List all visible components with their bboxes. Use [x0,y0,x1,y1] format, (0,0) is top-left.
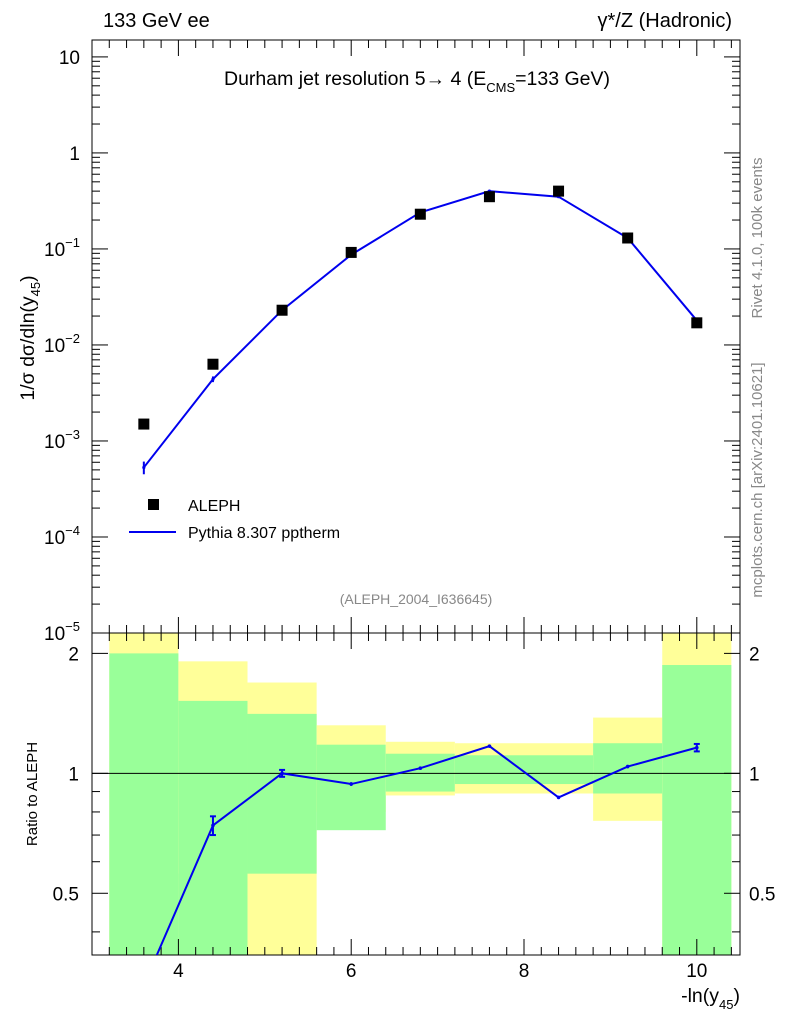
ratio-point [280,771,284,776]
uncertainty-bands [109,633,732,955]
ratio-y-tick-label: 0.5 [53,884,79,905]
series-line-pythia [143,190,698,469]
y-tick-label: 10−3 [44,427,80,453]
ratio-point [349,782,354,786]
y-tick-label: 10−2 [44,331,80,357]
ratio-y-tick-label-right: 0.5 [749,884,775,905]
pythia-point [142,465,146,470]
ratio-y-tick-label: 2 [68,644,79,665]
ratio-point [211,823,215,828]
rivet-version-label: Rivet 4.1.0, 100k events [749,158,766,319]
main-plot-frame [91,39,741,634]
ratio-plot-ticks [92,633,740,955]
ratio-plot: 0.5 0.5 1 1 2 2 4 6 8 10 Ratio to ALEPH -ln(y45) [24,632,775,1012]
ratio-point [487,744,492,748]
aleph-point [553,185,565,197]
x-axis-label: -ln(y45) [681,985,740,1012]
y-tick-label: 10−5 [44,619,80,645]
ratio-series [155,742,700,955]
ratio-point [556,795,561,800]
legend: ALEPH Pythia 8.307 pptherm [129,498,340,542]
pythia-point [211,377,215,381]
main-plot: 10 1 10−1 10−2 10−3 10−4 10−5 Durham jet resol… [17,39,741,645]
ratio-y-tick-label-right: 1 [749,764,760,785]
aleph-point [276,304,288,316]
band-green [454,755,524,785]
ratio-point [418,766,423,771]
aleph-point [207,358,219,370]
ratio-point [695,745,699,750]
plot-title: Durham jet resolution 5→ 4 (ECMS=133 GeV… [224,68,610,95]
analysis-watermark: (ALEPH_2004_I636645) [340,591,493,607]
band-green [385,753,455,792]
legend-label-aleph: ALEPH [188,498,240,515]
x-tick-label: 4 [173,961,184,982]
x-tick-label: 6 [346,961,357,982]
ratio-y-tick-label-right: 2 [749,644,760,665]
ratio-y-axis-label: Ratio to ALEPH [24,742,41,846]
aleph-point [483,191,495,203]
band-green [662,665,732,955]
ratio-y-tick-label: 1 [68,764,79,785]
band-green [593,743,663,794]
legend-label-pythia: Pythia 8.307 pptherm [188,525,340,542]
band-green [109,653,179,955]
header-right: γ*/Z (Hadronic) [598,10,732,32]
main-y-tick-labels: 10 1 10−1 10−2 10−3 10−4 10−5 [44,48,80,645]
main-y-axis-label: 1/σ dσ/dln(y45) [17,275,43,400]
ratio-point [625,764,630,769]
y-tick-label: 10−1 [44,235,80,261]
aleph-point [622,232,634,244]
mcplots-source-label: mcplots.cern.ch [arXiv:2401.10621] [749,362,766,597]
y-tick-label: 10 [59,48,80,69]
y-tick-label: 1 [69,144,80,165]
ratio-plot-frame [91,632,741,956]
band-green [247,713,317,874]
aleph-point [345,246,357,258]
x-tick-label: 8 [519,961,530,982]
band-green [316,744,386,831]
y-tick-label: 10−4 [44,523,80,549]
aleph-point [414,208,426,220]
x-tick-label: 10 [686,961,707,982]
header-left: 133 GeV ee [103,10,210,32]
legend-marker-aleph [148,499,159,510]
aleph-point [138,418,150,430]
main-plot-ticks [92,40,740,634]
aleph-point [691,317,703,329]
